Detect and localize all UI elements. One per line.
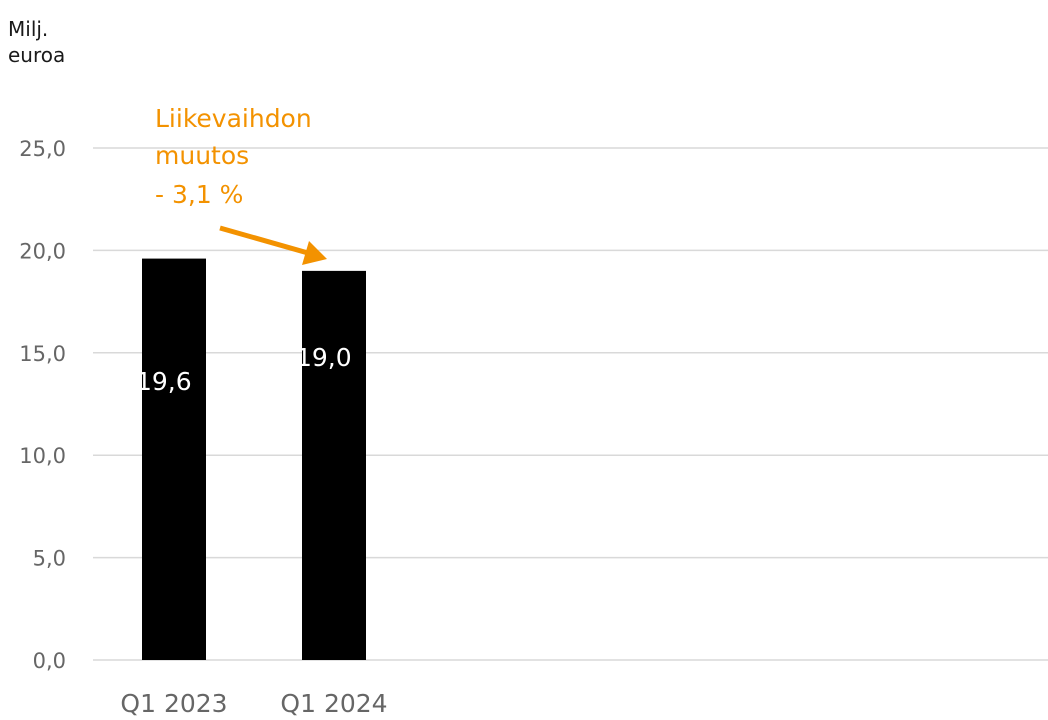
y-tick-label: 15,0 (19, 342, 66, 366)
annotation-arrow-shaft (219, 225, 309, 256)
y-axis-label-line-1: Milj. (8, 17, 48, 41)
y-tick-label: 10,0 (19, 444, 66, 468)
annotation-arrow-head (302, 241, 327, 265)
y-axis-label-line-2: euroa (8, 43, 65, 67)
data-label: 19,6 (136, 367, 192, 396)
annotation-line-3: - 3,1 % (155, 180, 243, 209)
annotation-line-1: Liikevaihdon (155, 104, 312, 133)
y-axis-ticks: 0,0 5,0 10,0 15,0 20,0 25,0 (19, 137, 66, 673)
y-tick-label: 0,0 (33, 649, 66, 673)
data-label: 19,0 (296, 343, 352, 372)
y-tick-label: 5,0 (33, 547, 66, 571)
annotation-line-2: muutos (155, 141, 249, 170)
x-category-label: Q1 2024 (280, 689, 387, 718)
bar (142, 258, 206, 660)
x-category-label: Q1 2023 (120, 689, 227, 718)
data-labels: 19,6 19,0 (136, 343, 352, 396)
gridlines (93, 147, 1048, 661)
y-tick-label: 20,0 (19, 239, 66, 263)
x-axis-categories: Q1 2023 Q1 2024 (120, 689, 387, 718)
bars (142, 258, 366, 660)
change-annotation: Liikevaihdon muutos - 3,1 % (155, 104, 327, 265)
bar (302, 270, 366, 660)
y-tick-label: 25,0 (19, 137, 66, 161)
